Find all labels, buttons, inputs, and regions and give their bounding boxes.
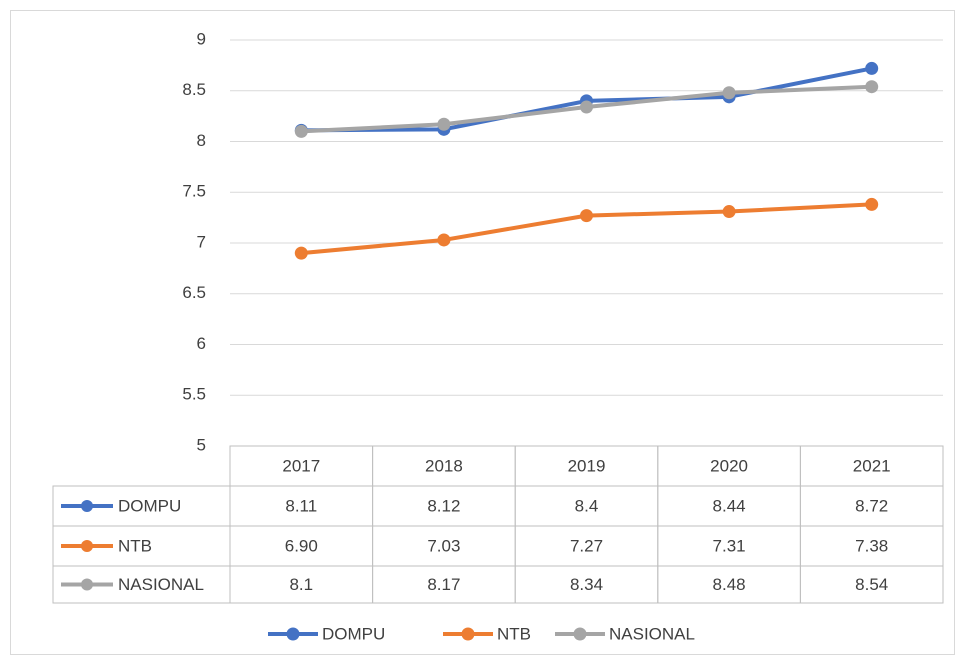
x-tick-label: 2019 <box>568 456 606 475</box>
legend-label: NASIONAL <box>118 575 204 594</box>
table-value: 8.1 <box>289 575 313 594</box>
x-tick-label: 2018 <box>425 456 463 475</box>
table-value: 8.12 <box>427 496 460 515</box>
legend-label: DOMPU <box>322 624 385 643</box>
x-tick-label: 2017 <box>282 456 320 475</box>
table-value: 8.11 <box>285 496 317 515</box>
data-point <box>580 209 593 223</box>
legend-key-marker <box>573 627 587 641</box>
legend-label: DOMPU <box>118 496 181 515</box>
y-tick-label: 5.5 <box>182 385 206 404</box>
table-value: 7.38 <box>855 536 888 555</box>
y-tick-label: 9 <box>197 29 206 48</box>
table-cell <box>799 565 944 604</box>
data-point <box>865 61 879 75</box>
legend-label: NTB <box>118 536 152 555</box>
table-value: 6.90 <box>285 536 318 555</box>
data-point <box>580 100 593 114</box>
table-value: 8.54 <box>855 575 888 594</box>
data-point <box>437 117 451 131</box>
table-value: 7.03 <box>427 536 460 555</box>
data-point <box>865 80 879 94</box>
y-tick-label: 8.5 <box>182 80 206 99</box>
x-tick-label: 2021 <box>853 456 891 475</box>
x-tick-label: 2020 <box>710 456 748 475</box>
data-point <box>294 246 308 260</box>
table-value: 8.48 <box>713 575 746 594</box>
table-value: 8.72 <box>855 496 888 515</box>
chart-border <box>10 10 955 655</box>
table-value: 8.4 <box>575 496 599 515</box>
legend-key-marker <box>81 500 93 512</box>
legend-key-marker <box>81 540 93 552</box>
legend-key-marker <box>81 578 93 591</box>
legend-key-marker <box>461 627 475 641</box>
table-value: 8.34 <box>570 575 603 594</box>
data-point <box>294 124 308 138</box>
y-tick-label: 6.5 <box>182 283 206 302</box>
y-tick-label: 5 <box>197 435 206 454</box>
legend-label: NASIONAL <box>609 624 695 643</box>
table-value: 7.31 <box>713 536 746 555</box>
table-value: 8.44 <box>713 496 746 515</box>
legend-key-marker <box>286 627 300 641</box>
legend-label: NTB <box>497 624 531 643</box>
data-point <box>437 233 451 247</box>
table-value: 8.17 <box>427 575 460 594</box>
table-value: 7.27 <box>570 536 603 555</box>
y-tick-label: 7.5 <box>182 182 206 201</box>
data-point <box>865 197 879 211</box>
y-tick-label: 8 <box>197 131 206 150</box>
data-point <box>722 86 736 100</box>
y-tick-label: 7 <box>197 232 206 251</box>
data-point <box>722 205 736 219</box>
y-tick-label: 6 <box>197 334 206 353</box>
